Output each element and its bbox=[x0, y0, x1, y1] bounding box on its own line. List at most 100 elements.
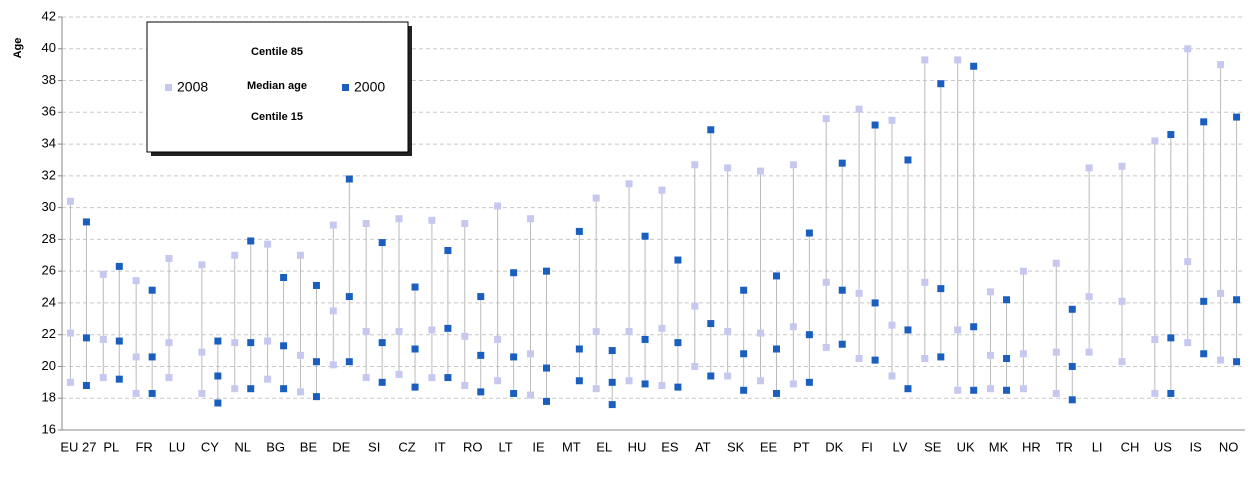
legend-label: Median age bbox=[247, 80, 307, 92]
marker bbox=[510, 269, 518, 277]
x-tick-label: HU bbox=[628, 439, 647, 454]
marker bbox=[970, 62, 978, 70]
marker bbox=[575, 377, 583, 385]
x-tick-label: MT bbox=[562, 439, 581, 454]
marker bbox=[1118, 358, 1126, 366]
x-tick-label: FI bbox=[861, 439, 873, 454]
marker bbox=[904, 326, 912, 334]
marker bbox=[822, 115, 830, 123]
marker bbox=[757, 329, 765, 337]
marker bbox=[1151, 335, 1159, 343]
marker bbox=[987, 351, 995, 359]
marker bbox=[362, 328, 370, 336]
marker bbox=[280, 385, 288, 393]
marker bbox=[115, 337, 123, 345]
marker bbox=[345, 175, 353, 183]
marker bbox=[1003, 355, 1011, 363]
marker bbox=[477, 351, 485, 359]
marker bbox=[165, 339, 173, 347]
marker bbox=[937, 353, 945, 361]
marker bbox=[82, 218, 90, 226]
marker bbox=[691, 302, 699, 310]
marker bbox=[855, 289, 863, 297]
marker bbox=[805, 229, 813, 237]
marker bbox=[724, 372, 732, 380]
marker bbox=[625, 377, 633, 385]
marker bbox=[444, 247, 452, 255]
x-tick-label: LU bbox=[169, 439, 186, 454]
marker bbox=[296, 388, 304, 396]
marker bbox=[1200, 118, 1208, 126]
marker bbox=[757, 377, 765, 385]
y-tick-label: 30 bbox=[42, 199, 56, 214]
marker bbox=[970, 323, 978, 331]
marker bbox=[1068, 396, 1076, 404]
marker bbox=[395, 215, 403, 223]
marker bbox=[822, 343, 830, 351]
marker bbox=[855, 105, 863, 113]
marker bbox=[691, 362, 699, 370]
marker bbox=[395, 370, 403, 378]
marker bbox=[1217, 356, 1225, 364]
marker bbox=[542, 397, 550, 405]
marker bbox=[312, 358, 320, 366]
marker bbox=[494, 377, 502, 385]
marker bbox=[444, 374, 452, 382]
marker bbox=[312, 281, 320, 289]
y-tick-label: 24 bbox=[42, 294, 56, 309]
marker bbox=[1151, 389, 1159, 397]
x-tick-label: AT bbox=[695, 439, 711, 454]
marker bbox=[1019, 385, 1027, 393]
marker bbox=[132, 353, 140, 361]
marker bbox=[904, 156, 912, 164]
marker bbox=[329, 361, 337, 369]
marker bbox=[838, 340, 846, 348]
x-tick-label: NL bbox=[234, 439, 251, 454]
marker bbox=[658, 382, 666, 390]
x-tick-label: UK bbox=[957, 439, 975, 454]
marker bbox=[148, 389, 156, 397]
marker bbox=[904, 385, 912, 393]
y-axis-label: Age bbox=[12, 38, 24, 59]
marker bbox=[526, 391, 534, 399]
marker bbox=[66, 378, 74, 386]
marker bbox=[740, 350, 748, 358]
marker bbox=[115, 262, 123, 270]
marker bbox=[1184, 45, 1192, 53]
x-tick-label: IT bbox=[434, 439, 446, 454]
marker bbox=[1068, 305, 1076, 313]
x-tick-label: CY bbox=[201, 439, 219, 454]
marker bbox=[608, 347, 616, 355]
marker bbox=[773, 389, 781, 397]
marker bbox=[231, 385, 239, 393]
y-tick-label: 16 bbox=[42, 421, 56, 436]
marker bbox=[247, 237, 255, 245]
marker bbox=[1184, 339, 1192, 347]
marker bbox=[937, 285, 945, 293]
marker bbox=[1167, 389, 1175, 397]
y-tick-label: 20 bbox=[42, 358, 56, 373]
marker bbox=[838, 286, 846, 294]
marker bbox=[921, 355, 929, 363]
marker bbox=[707, 126, 715, 134]
x-tick-label: PL bbox=[103, 439, 119, 454]
marker bbox=[231, 339, 239, 347]
marker bbox=[214, 337, 222, 345]
marker bbox=[148, 353, 156, 361]
marker bbox=[362, 374, 370, 382]
marker bbox=[461, 332, 469, 340]
marker bbox=[592, 385, 600, 393]
x-tick-label: IE bbox=[532, 439, 545, 454]
marker bbox=[280, 274, 288, 282]
x-tick-label: ES bbox=[661, 439, 679, 454]
legend-box bbox=[146, 21, 409, 153]
marker bbox=[329, 307, 337, 315]
marker bbox=[1233, 296, 1241, 304]
marker bbox=[954, 386, 962, 394]
marker bbox=[542, 364, 550, 372]
marker bbox=[921, 56, 929, 64]
marker bbox=[461, 382, 469, 390]
marker bbox=[296, 351, 304, 359]
y-tick-label: 34 bbox=[42, 136, 56, 151]
